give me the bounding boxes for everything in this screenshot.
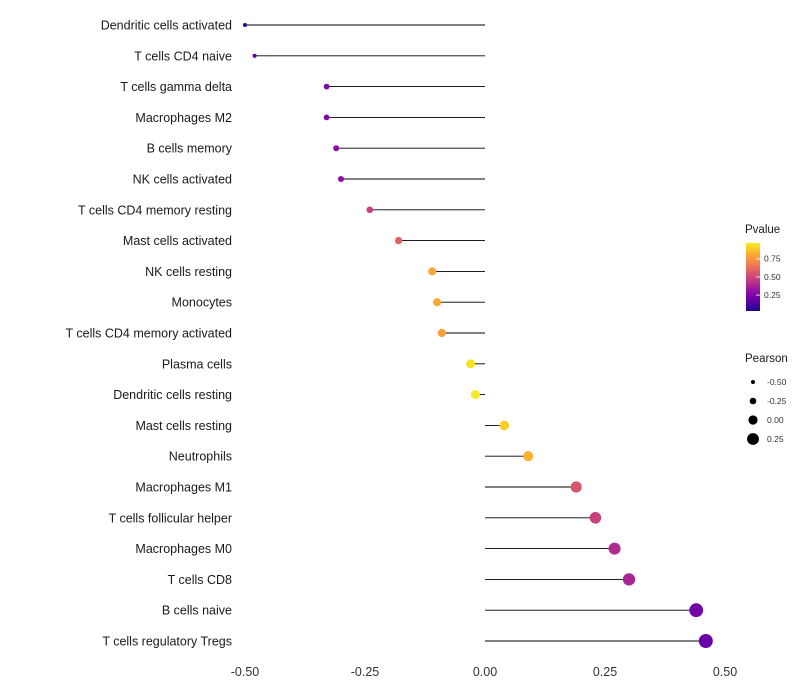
pearson-legend-dot (749, 397, 757, 405)
x-tick-label: 0.00 (473, 665, 497, 679)
pvalue-legend-tick-label: 0.50 (764, 272, 781, 282)
pearson-legend-title: Pearson (745, 353, 788, 365)
lollipop-dot (499, 420, 510, 431)
category-label: T cells CD4 memory activated (66, 327, 233, 341)
lollipop-dot (337, 175, 345, 183)
category-label: B cells memory (147, 142, 233, 156)
pearson-legend-dot (748, 415, 758, 425)
category-label: Dendritic cells activated (101, 19, 232, 33)
lollipop-dot (323, 83, 330, 90)
category-label: T cells CD4 naive (134, 49, 232, 63)
pvalue-legend-title: Pvalue (745, 224, 780, 236)
category-label: Neutrophils (169, 450, 232, 464)
category-label: Macrophages M2 (135, 111, 232, 125)
category-label: NK cells resting (145, 265, 232, 279)
lollipop-dot (608, 542, 621, 555)
pearson-legend-label: 0.25 (767, 434, 784, 444)
lollipop-dot (323, 114, 330, 121)
lollipop-dot (428, 267, 437, 276)
category-label: Dendritic cells resting (113, 388, 232, 402)
lollipop-dot (432, 298, 442, 307)
lollipop-dot (570, 481, 582, 493)
x-tick-label: -0.25 (351, 665, 380, 679)
lollipop-dot (466, 359, 476, 369)
category-label: Plasma cells (162, 357, 232, 371)
category-label: T cells gamma delta (120, 80, 232, 94)
lollipop-dot (243, 23, 247, 27)
pearson-legend-dot (747, 433, 759, 445)
lollipop-dot (589, 512, 602, 524)
pvalue-legend-tick-label: 0.75 (764, 254, 781, 264)
pearson-legend-dot (751, 380, 755, 384)
category-label: T cells regulatory Tregs (102, 635, 232, 649)
x-tick-label: -0.50 (231, 665, 260, 679)
lollipop-dot (437, 328, 446, 338)
lollipop-dot (698, 634, 713, 648)
category-label: Monocytes (172, 296, 232, 310)
category-label: Macrophages M0 (135, 542, 232, 556)
category-label: T cells CD4 memory resting (78, 203, 232, 217)
category-label: NK cells activated (133, 173, 232, 187)
lollipop-dot (689, 603, 704, 618)
lollipop-dot (470, 390, 480, 400)
pvalue-legend-tick-label: 0.25 (764, 290, 781, 300)
lollipop-dot (394, 236, 403, 245)
lollipop-dot (622, 573, 636, 586)
x-tick-label: 0.50 (713, 665, 737, 679)
pearson-legend-label: -0.50 (767, 377, 787, 387)
lollipop-dot (333, 145, 340, 152)
pearson-legend-label: 0.00 (767, 415, 784, 425)
category-label: T cells follicular helper (109, 511, 232, 525)
lollipop-dot (366, 206, 374, 214)
lollipop-dot (523, 451, 534, 462)
pearson-legend-label: -0.25 (767, 396, 787, 406)
lollipop-dot (252, 53, 257, 58)
category-label: T cells CD8 (168, 573, 232, 587)
category-label: Mast cells resting (135, 419, 232, 433)
category-label: Macrophages M1 (135, 481, 232, 495)
pvalue-legend-gradient (746, 243, 760, 311)
category-label: Mast cells activated (123, 234, 232, 248)
category-label: B cells naive (162, 604, 232, 618)
x-tick-label: 0.25 (593, 665, 617, 679)
